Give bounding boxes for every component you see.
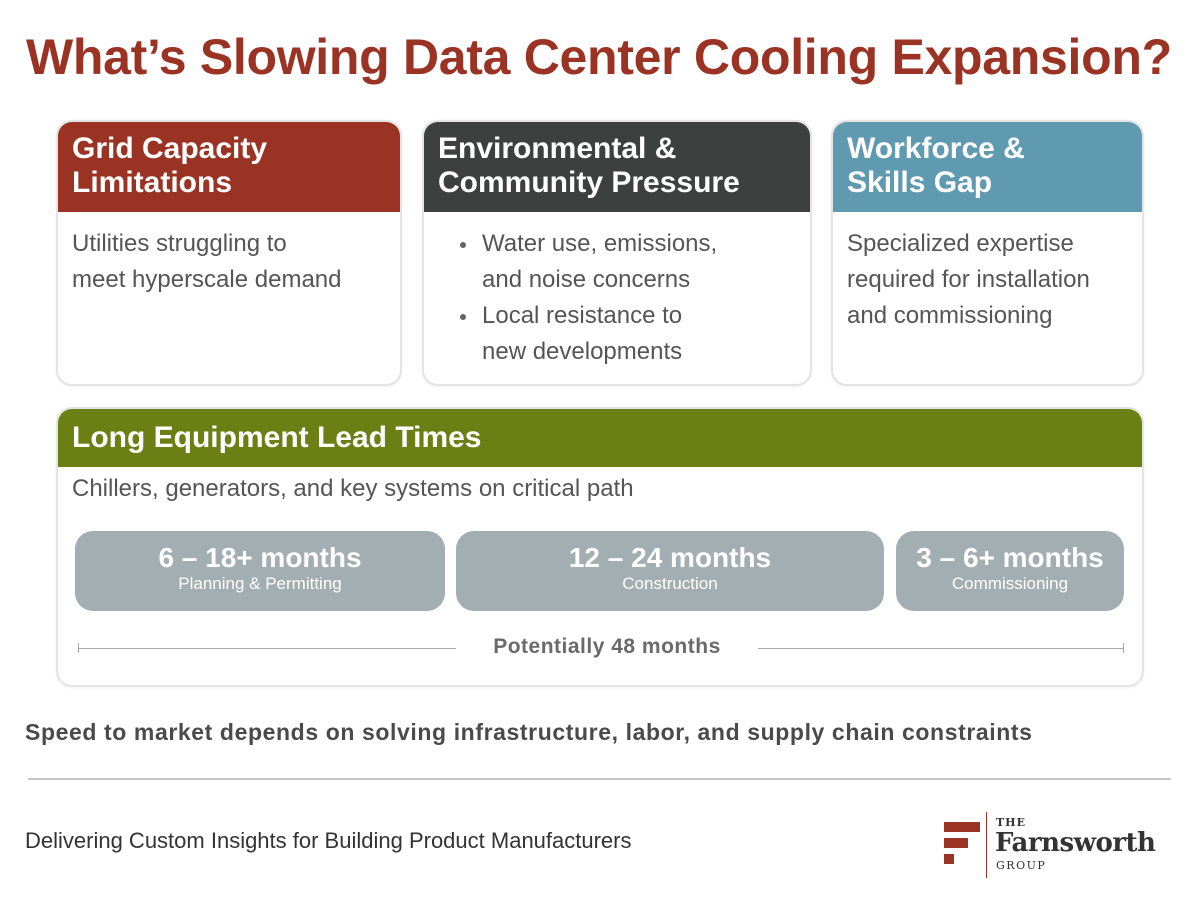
card-title-line: Limitations	[72, 166, 233, 199]
bullet-line: and noise concerns	[482, 266, 691, 293]
farnsworth-logo-icon	[944, 822, 980, 864]
card-body-line: meet hyperscale demand	[72, 266, 342, 293]
lead-times-title: Long Equipment Lead Times	[58, 409, 1142, 467]
bullet-item: Local resistance to new developments	[438, 298, 796, 370]
phase-label: Planning & Permitting	[178, 574, 342, 593]
phase-planning: 6 – 18+ months Planning & Permitting	[75, 531, 445, 611]
phase-label: Construction	[622, 574, 718, 593]
card-body: Utilities struggling to meet hyperscale …	[58, 212, 400, 298]
card-header: Workforce & Skills Gap	[833, 122, 1142, 212]
phase-duration: 3 – 6+ months	[916, 542, 1104, 573]
logo-divider	[986, 812, 987, 878]
timeline-line-left	[78, 648, 456, 649]
logo-the: THE	[996, 816, 1026, 829]
card-header: Environmental & Community Pressure	[424, 122, 810, 212]
page-title: What’s Slowing Data Center Cooling Expan…	[26, 29, 1172, 85]
card-title-line: Environmental &	[438, 132, 677, 165]
phase-commissioning: 3 – 6+ months Commissioning	[896, 531, 1124, 611]
workforce-skills-card: Workforce & Skills Gap Specialized exper…	[831, 120, 1144, 386]
bullet-item: Water use, emissions, and noise concerns	[438, 226, 796, 298]
lead-times-subtitle: Chillers, generators, and key systems on…	[72, 475, 634, 502]
timeline-end-tick	[1123, 643, 1124, 653]
card-body: Water use, emissions, and noise concerns…	[424, 212, 810, 370]
lead-times-panel: Long Equipment Lead Times Chillers, gene…	[56, 407, 1144, 687]
card-body-line: required for installation	[847, 266, 1090, 293]
card-body-line: and commissioning	[847, 302, 1053, 329]
card-body-line: Utilities struggling to	[72, 230, 287, 257]
phase-construction: 12 – 24 months Construction	[456, 531, 884, 611]
card-header: Grid Capacity Limitations	[58, 122, 400, 212]
bullet-line: new developments	[482, 338, 683, 365]
timeline-line-right	[758, 648, 1124, 649]
bullet-line: Local resistance to	[482, 302, 683, 329]
card-body: Specialized expertise required for insta…	[833, 212, 1142, 334]
logo-name: Farnsworth	[995, 828, 1156, 858]
phase-duration: 12 – 24 months	[568, 542, 772, 573]
bullet-list: Water use, emissions, and noise concerns…	[438, 226, 796, 370]
environmental-pressure-card: Environmental & Community Pressure Water…	[422, 120, 812, 386]
card-title-line: Skills Gap	[847, 166, 993, 199]
takeaway-statement: Speed to market depends on solving infra…	[25, 719, 1033, 745]
farnsworth-logo: THE Farnsworth GROUP	[940, 810, 1180, 880]
phase-label: Commissioning	[951, 574, 1069, 593]
card-title-line: Workforce &	[847, 132, 1025, 165]
footer-divider	[28, 778, 1171, 780]
bullet-line: Water use, emissions,	[482, 230, 718, 257]
logo-group: GROUP	[996, 859, 1047, 872]
card-body-line: Specialized expertise	[847, 230, 1074, 257]
footer-tagline: Delivering Custom Insights for Building …	[25, 828, 632, 853]
card-title-line: Grid Capacity	[72, 132, 268, 165]
card-title-line: Community Pressure	[438, 166, 740, 199]
grid-capacity-card: Grid Capacity Limitations Utilities stru…	[56, 120, 402, 386]
phase-duration: 6 – 18+ months	[158, 542, 362, 573]
total-duration-label: Potentially 48 months	[493, 635, 721, 658]
